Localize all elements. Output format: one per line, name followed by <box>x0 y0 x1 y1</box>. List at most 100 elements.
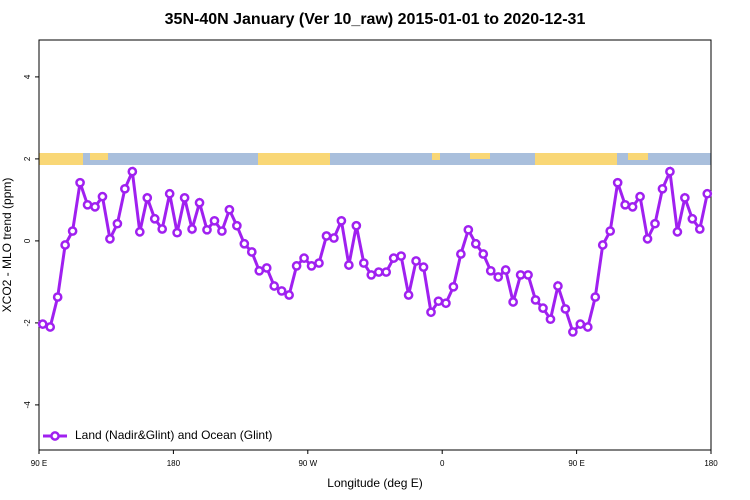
data-point <box>582 322 593 332</box>
data-point <box>232 220 242 231</box>
data-point <box>239 238 250 249</box>
data-point <box>620 199 630 210</box>
data-point <box>441 298 451 309</box>
data-point <box>284 290 294 300</box>
data-point <box>470 238 481 249</box>
data-point <box>75 177 85 188</box>
data-point <box>396 251 406 261</box>
x-tick-label: 0 <box>440 459 445 468</box>
data-point <box>605 226 616 236</box>
data-point <box>627 202 638 212</box>
data-point <box>538 303 548 313</box>
data-point <box>485 265 496 276</box>
x-tick-label: 90 E <box>568 459 584 468</box>
data-point <box>134 227 145 237</box>
data-point <box>545 314 556 325</box>
data-point <box>202 224 212 235</box>
data-point <box>52 292 63 302</box>
data-point <box>261 263 272 273</box>
land-ocean-strip <box>39 153 711 165</box>
x-tick-label: 90 W <box>298 459 317 468</box>
data-point <box>403 290 414 300</box>
data-point <box>142 193 153 203</box>
data-point <box>172 227 182 238</box>
data-point <box>314 258 324 268</box>
data-point <box>127 166 138 177</box>
data-point <box>224 204 235 215</box>
data-point <box>112 218 123 229</box>
data-point <box>105 234 115 244</box>
data-point <box>665 166 675 177</box>
data-point <box>508 297 518 307</box>
data-point <box>45 322 56 332</box>
data-point <box>590 292 601 302</box>
data-point <box>388 253 399 263</box>
data-point <box>276 286 287 296</box>
data-point <box>657 183 668 194</box>
data-point <box>329 233 339 243</box>
data-point <box>306 261 317 271</box>
data-point <box>90 202 100 212</box>
data-point <box>680 193 690 203</box>
y-tick-label: 2 <box>23 156 32 161</box>
data-point <box>67 226 78 236</box>
data-point <box>448 281 459 292</box>
data-point <box>612 177 623 188</box>
data-point <box>60 240 70 250</box>
data-point <box>426 307 436 318</box>
data-point <box>149 213 160 224</box>
data-point <box>702 188 713 199</box>
data-point <box>418 262 429 272</box>
y-tick-label: 4 <box>23 74 32 79</box>
data-point <box>456 249 466 259</box>
data-point <box>553 281 563 291</box>
data-point <box>120 183 130 194</box>
data-point <box>269 281 280 291</box>
chart-title: 35N-40N January (Ver 10_raw) 2015-01-01 … <box>165 11 586 28</box>
data-point <box>687 213 698 224</box>
y-tick-label: 0 <box>23 238 32 243</box>
data-point <box>194 197 205 208</box>
data-point <box>568 327 578 337</box>
y-tick-label: -4 <box>23 401 32 409</box>
y-tick-label: -2 <box>23 319 32 327</box>
data-point <box>179 193 190 203</box>
data-point <box>642 234 653 244</box>
data-point <box>500 265 511 275</box>
data-point <box>560 304 571 314</box>
data-point <box>246 247 257 257</box>
data-point <box>523 270 533 280</box>
data-point <box>635 191 645 202</box>
data-point <box>575 319 586 329</box>
legend-label: Land (Nadir&Glint) and Ocean (Glint) <box>75 428 272 442</box>
data-point <box>433 296 444 307</box>
data-point <box>164 188 175 199</box>
x-axis-label: Longitude (deg E) <box>327 476 422 490</box>
data-point <box>344 260 354 270</box>
data-point <box>187 224 197 234</box>
data-point <box>209 215 220 226</box>
x-tick-label: 180 <box>167 459 181 468</box>
y-axis-label: XCO2 - MLO trend (ppm) <box>0 178 14 313</box>
data-point <box>351 220 362 231</box>
data-point <box>650 218 660 229</box>
data-point <box>217 226 227 236</box>
plot-frame <box>38 39 712 451</box>
data-point <box>358 258 369 268</box>
data-point <box>672 227 683 237</box>
data-point <box>597 240 608 250</box>
data-point <box>37 319 48 329</box>
legend-marker <box>50 431 60 441</box>
data-point <box>411 256 421 266</box>
series-line <box>42 165 709 335</box>
data-point <box>463 224 474 235</box>
data-point <box>366 270 377 280</box>
x-tick-label: 180 <box>704 459 718 468</box>
data-point <box>515 270 526 280</box>
data-point <box>82 199 93 210</box>
x-tick-label: 90 E <box>31 459 47 468</box>
data-point <box>478 249 489 259</box>
data-point <box>157 224 168 234</box>
data-point <box>381 267 392 277</box>
data-point <box>321 231 332 241</box>
